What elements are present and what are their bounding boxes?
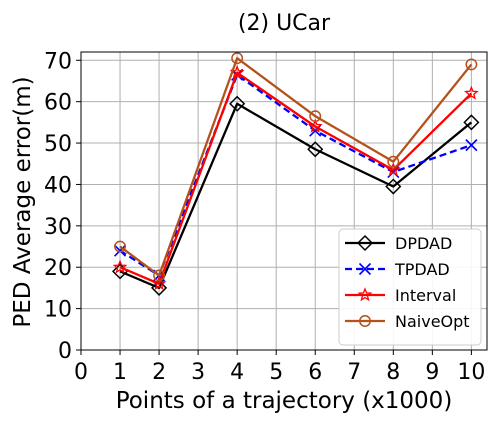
- legend-label-dpdad: DPDAD: [395, 234, 452, 253]
- series-line-interval: [119, 71, 473, 285]
- y-tick-label: 30: [44, 215, 72, 240]
- legend-marker-tpdad: [358, 262, 372, 276]
- y-tick-label: 20: [44, 256, 72, 281]
- y-tick-label: 0: [58, 339, 72, 364]
- y-tick-label: 10: [44, 298, 72, 323]
- data-point-tpdad: [465, 139, 478, 152]
- x-tick-label: 1: [113, 360, 127, 385]
- series-interval: [112, 64, 479, 291]
- legend: DPDAD TPDAD Interval NaiveOpt: [338, 228, 482, 346]
- data-point-dpdad: [229, 95, 246, 112]
- x-tick-label: 9: [425, 360, 439, 385]
- series-line-dpdad: [119, 102, 473, 290]
- data-point-naiveopt: [465, 58, 478, 71]
- x-tick-label: 10: [457, 360, 485, 385]
- data-point-dpdad: [151, 279, 168, 296]
- chart-title: (2) UCar: [238, 11, 331, 36]
- x-tick-label: 0: [74, 360, 88, 385]
- legend-entry-interval: Interval: [345, 286, 456, 305]
- y-axis-label: PED Average error(m): [10, 76, 36, 327]
- data-point-tpdad: [113, 244, 127, 257]
- legend-entry-dpdad: DPDAD: [345, 234, 452, 253]
- legend-entry-tpdad: TPDAD: [345, 260, 450, 279]
- legend-box: [338, 228, 482, 346]
- x-axis-label: Points of a trajectory (x1000): [116, 388, 453, 414]
- series-group: [111, 52, 480, 296]
- x-tick-label: 4: [230, 360, 244, 385]
- data-point-dpdad: [307, 141, 324, 158]
- x-tick-label: 5: [269, 360, 283, 385]
- data-point-naiveopt: [114, 240, 126, 253]
- data-point-interval: [463, 85, 479, 100]
- legend-label-interval: Interval: [395, 286, 456, 305]
- legend-label-naiveopt: NaiveOpt: [395, 312, 470, 331]
- series-dpdad: [111, 95, 480, 296]
- x-tick-label: 6: [308, 360, 322, 385]
- data-point-dpdad: [385, 178, 402, 195]
- x-tick-label: 3: [191, 360, 205, 385]
- x-tick-label: 7: [347, 360, 361, 385]
- series-line-naiveopt: [119, 57, 473, 277]
- legend-label-tpdad: TPDAD: [394, 260, 450, 279]
- data-point-naiveopt: [231, 52, 244, 65]
- x-tick-label: 8: [386, 360, 400, 385]
- y-tick-label: 70: [44, 49, 72, 74]
- y-tick-label: 40: [44, 173, 72, 198]
- data-point-dpdad: [463, 114, 480, 131]
- plot-area-frame: [80, 51, 488, 351]
- series-naiveopt: [114, 52, 478, 282]
- data-point-interval: [307, 118, 323, 133]
- legend-marker-interval: [357, 287, 373, 302]
- data-point-interval: [112, 259, 128, 274]
- data-point-naiveopt: [153, 269, 166, 282]
- data-point-naiveopt: [309, 110, 322, 123]
- data-point-interval: [151, 276, 167, 291]
- legend-marker-naiveopt: [359, 315, 371, 327]
- legend-marker-dpdad: [356, 234, 374, 252]
- y-tick-label: 60: [44, 91, 72, 116]
- y-tick-label: 50: [44, 132, 72, 157]
- legend-entry-naiveopt: NaiveOpt: [345, 312, 470, 331]
- data-point-interval: [385, 162, 401, 177]
- x-tick-label: 2: [152, 360, 166, 385]
- data-point-naiveopt: [387, 155, 400, 168]
